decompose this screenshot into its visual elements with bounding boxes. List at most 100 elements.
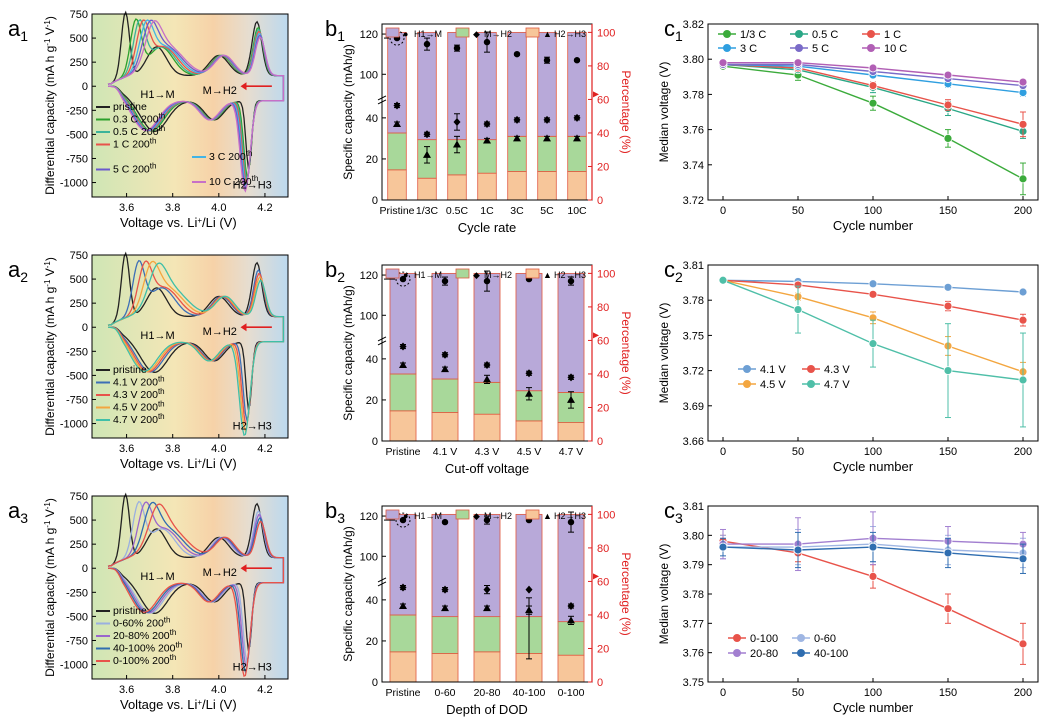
marker-h2h3 [573,134,581,142]
superscript: th [158,412,165,421]
x-tick-label: 3.6 [119,202,134,214]
axis-break [377,581,387,587]
x-axis-label: Voltage vs. Li+/Li (V) [120,456,237,471]
y-tick-label: 3.81 [683,501,704,513]
panel-letter-sub: 1 [675,28,683,44]
legend-label: 5 C [812,43,829,55]
axis-break [377,95,387,101]
y-axis-label: Differential capacity (mA h g-1 V-1) [43,257,58,436]
legend-label: 0-100% 200th [113,653,176,668]
panel-b: b3 Pristine 0-60 20-80 40-100 0-100 0 20 40 100 12… [325,498,633,717]
legend-marker [867,44,875,52]
marker-h1m [483,516,491,524]
x-tick-label: 4.2 [257,202,272,214]
y-axis-label: Median voltage (V) [657,544,671,645]
y-tick-label: -1000 [60,660,88,672]
data-point [1018,119,1028,129]
y-tick-label: 40 [366,595,378,607]
bar-h1m [473,513,501,618]
legend-swatch [455,27,470,38]
axis-break [377,340,387,346]
label-span: Differential capacity (mA h g [43,528,57,677]
x-axis-label: Cut-off voltage [445,461,529,476]
y-tick-label: -750 [66,153,88,165]
marker-h2h3 [399,602,407,610]
bar-h1m [389,513,417,616]
legend-label: 4.1 V [760,364,786,376]
superscript: th [158,399,165,408]
y-tick-label: 3.79 [683,560,704,572]
legend-swatch [525,509,540,520]
data-point [943,604,953,614]
marker-mh2 [393,101,401,110]
arrow-head [240,82,247,91]
legend-label: 4.1 V 200th [113,374,165,389]
legend-label: 0.5 C [812,29,838,41]
panel-letter-sub: 2 [675,269,683,285]
marker-h1m [483,277,491,285]
bar-mh2 [389,614,417,653]
bar-h2h3 [473,413,501,442]
y2-tick-label: 0 [597,436,603,448]
y2-tick-label: 80 [597,543,609,555]
marker-mh2 [423,130,431,139]
panel-letter-sub: 1 [20,28,28,44]
bar-mh2 [431,378,459,413]
y-tick-label: 0 [82,322,88,334]
label-span: 0.5 C 200 [113,126,159,138]
superscript: + [197,216,202,225]
y-tick-label: 3.78 [683,295,704,307]
x-axis-label: Cycle number [833,459,914,474]
bar-mh2 [507,135,527,172]
label-span: 20-80% 200 [113,630,170,642]
x-tick-label: 3.8 [165,684,180,696]
bar-h2h3 [537,171,557,201]
legend-swatch [525,27,540,38]
data-point [868,289,878,299]
legend-label: 5 C 200th [113,161,156,176]
legend-swatch [385,27,400,38]
axis-break [377,99,387,105]
x-tick-label: 4.2 [257,684,272,696]
y-tick-label: -250 [66,105,88,117]
category-label: 0.5C [446,205,469,217]
legend-label: 0-60% 200th [113,615,170,630]
category-label: 0-60 [434,687,455,699]
x-tick-label: 50 [792,687,804,699]
marker-mh2 [483,585,491,594]
bar-h2h3 [387,169,407,201]
marker-h1m [399,516,407,524]
legend-symbol: ● [403,511,408,521]
superscript: th [150,161,157,170]
bar-mh2 [431,616,459,654]
marker-h1m [573,57,581,64]
superscript: -1 [43,38,52,46]
phase-annotation: H1→M [140,330,174,342]
category-label: Pristine [385,446,420,458]
panel-a: a2 750 500 250 0 -250 -500 -750 -1000 3.6 3.8 4.0 4.… [8,250,289,471]
y2-axis-label: Percentage (%) [619,552,633,635]
right-axis-arrow [593,332,599,339]
data-point [1018,315,1028,325]
panel-c: c1 3.72 3.74 3.76 3.78 3.80 3.82 0 50 100 150 200 1/… [657,16,1039,233]
y-tick-label: 3.75 [683,677,704,689]
panel-letter-main: b [325,498,337,523]
y-tick-label: 750 [70,250,88,262]
panel-letter: a2 [8,257,28,285]
category-label: 0-100 [558,687,585,699]
data-point [943,548,953,558]
y-tick-label: -750 [66,635,88,647]
marker-h1m [453,44,461,52]
panel-letter: c1 [664,16,683,44]
superscript: th [158,387,165,396]
marker-mh2 [525,369,533,378]
label-span: 4.7 V 200 [113,414,158,426]
y-tick-label: 0 [82,81,88,93]
legend-symbol: ● [403,270,408,280]
y-tick-label: 3.78 [683,589,704,601]
legend-label: 4.3 V [824,364,850,376]
legend-label: 0.5 C 200th [113,124,165,139]
bar-h2h3 [567,171,587,201]
